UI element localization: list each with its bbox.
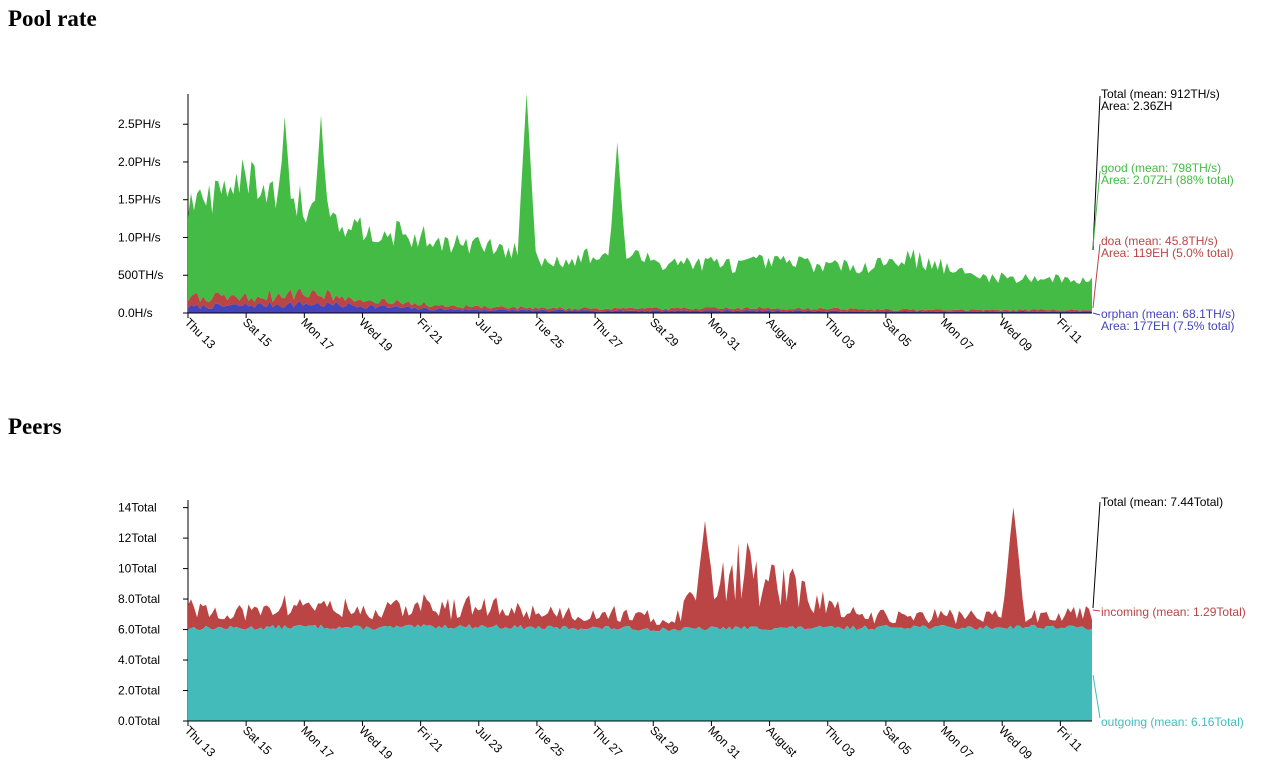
pool-y-tick-label: 1.0PH/s [118, 230, 161, 244]
peers-incoming-leader-line [1092, 609, 1101, 612]
pool-x-tick-label: Thu 27 [589, 315, 626, 352]
pool-legend-orphan-line1: orphan (mean: 68.1TH/s) [1101, 307, 1235, 321]
pool-x-tick-label: Mon 17 [298, 315, 336, 353]
peers-x-tick-label: Mon 17 [298, 723, 336, 761]
peers-incoming-area [188, 507, 1092, 632]
peers-x-tick-label: Fri 11 [1054, 723, 1085, 754]
peers-title: Peers [8, 414, 62, 439]
pool-rate-title: Pool rate [8, 6, 97, 31]
pool-x-tick-label: Wed 09 [996, 315, 1035, 354]
pool-x-tick-label: Wed 19 [356, 315, 395, 354]
pool-legend-doa-line2: Area: 119EH (5.0% total) [1101, 246, 1234, 260]
pool-y-tick-label: 2.5PH/s [118, 117, 161, 131]
peers-x-tick-label: Sat 15 [240, 723, 275, 758]
pool-x-tick-label: Sat 05 [880, 315, 915, 350]
pool-total-leader-line [1092, 95, 1101, 251]
pool-legend: Total (mean: 912TH/s) Area: 2.36ZH good … [1092, 87, 1235, 333]
pool-y-tick-label: 1.5PH/s [118, 193, 161, 207]
peers-x-tick-label: Thu 27 [589, 723, 626, 760]
pool-x-tick-label: Sat 15 [240, 315, 275, 350]
peers-x-tick-label: Wed 09 [996, 723, 1035, 762]
peers-legend-incoming: incoming (mean: 1.29Total) [1101, 605, 1246, 619]
peers-x-tick-label: Jul 23 [473, 723, 506, 756]
peers-y-tick-label: 2.0Total [118, 684, 160, 698]
pool-legend-good-line1: good (mean: 798TH/s) [1101, 161, 1221, 175]
pool-y-tick-label: 0.0H/s [118, 306, 153, 320]
peers-y-axis: 0.0Total 2.0Total 4.0Total 6.0Total 8.0Total… [118, 500, 189, 728]
pool-legend-orphan-line2: Area: 177EH (7.5% total) [1101, 319, 1234, 333]
peers-y-tick-label: 4.0Total [118, 653, 160, 667]
pool-doa-area [188, 288, 1092, 313]
pool-x-tick-label: Fri 21 [415, 315, 447, 347]
peers-x-axis: Thu 13 Sat 15 Mon 17 Wed 19 Fri 21 Jul 23 Tue … [182, 720, 1092, 762]
pool-x-tick-label: Mon 31 [705, 315, 743, 353]
pool-good-area [188, 93, 1092, 312]
pool-y-tick-label: 500TH/s [118, 268, 163, 282]
pool-x-tick-label: August [763, 315, 800, 352]
peers-x-tick-label: Mon 31 [705, 723, 743, 761]
peers-x-tick-label: Sat 05 [880, 723, 915, 758]
peers-chart: 0.0Total 2.0Total 4.0Total 6.0Total 8.0Total… [118, 495, 1246, 762]
pool-x-tick-label: Jul 23 [473, 315, 506, 348]
pool-x-axis: Thu 13 Sat 15 Mon 17 Wed 19 Fri 21 Jul 23 Tue … [182, 312, 1092, 354]
pool-x-tick-label: Tue 25 [531, 315, 567, 351]
pool-x-tick-label: Sat 29 [647, 315, 682, 350]
pool-legend-total-line2: Area: 2.36ZH [1101, 99, 1172, 113]
pool-good-leader-line [1092, 170, 1101, 247]
peers-y-tick-label: 6.0Total [118, 623, 160, 637]
peers-x-tick-label: August [763, 723, 800, 760]
peers-y-tick-label: 8.0Total [118, 592, 160, 606]
pool-x-tick-label: Mon 07 [938, 315, 976, 353]
pool-legend-good-line2: Area: 2.07ZH (88% total) [1101, 173, 1234, 187]
pool-x-tick-label: Thu 13 [182, 315, 219, 352]
peers-total-leader-line [1092, 501, 1101, 609]
pool-legend-doa-line1: doa (mean: 45.8TH/s) [1101, 234, 1218, 248]
peers-x-tick-label: Thu 13 [182, 723, 219, 760]
peers-x-tick-label: Tue 25 [531, 723, 567, 759]
peers-legend-total: Total (mean: 7.44Total) [1101, 495, 1223, 509]
peers-x-tick-label: Fri 21 [415, 723, 447, 755]
pool-legend-total-line1: Total (mean: 912TH/s) [1101, 87, 1220, 101]
pool-rate-chart: 0.0H/s 500TH/s 1.0PH/s 1.5PH/s 2.0PH/s 2.5PH/… [118, 87, 1235, 354]
pool-orphan-area [188, 301, 1092, 313]
pool-y-tick-label: 2.0PH/s [118, 155, 161, 169]
peers-legend-outgoing: outgoing (mean: 6.16Total) [1101, 715, 1244, 729]
pool-y-axis: 0.0H/s 500TH/s 1.0PH/s 1.5PH/s 2.0PH/s 2.5PH/… [118, 94, 189, 320]
peers-y-tick-label: 10Total [118, 562, 157, 576]
peers-outgoing-area [188, 624, 1092, 721]
peers-x-tick-label: Sat 29 [647, 723, 682, 758]
peers-legend: Total (mean: 7.44Total) incoming (mean: … [1092, 495, 1246, 729]
pool-x-tick-label: Fri 11 [1054, 315, 1085, 346]
peers-outgoing-leader-line [1092, 674, 1101, 719]
peers-y-tick-label: 14Total [118, 501, 157, 515]
peers-x-tick-label: Thu 03 [822, 723, 859, 760]
pool-orphan-leader-line [1092, 312, 1101, 316]
peers-y-tick-label: 12Total [118, 531, 157, 545]
peers-y-tick-label: 0.0Total [118, 714, 160, 728]
peers-x-tick-label: Mon 07 [938, 723, 976, 761]
peers-x-tick-label: Wed 19 [356, 723, 395, 762]
pool-x-tick-label: Thu 03 [822, 315, 859, 352]
pool-doa-leader-line [1092, 243, 1101, 309]
